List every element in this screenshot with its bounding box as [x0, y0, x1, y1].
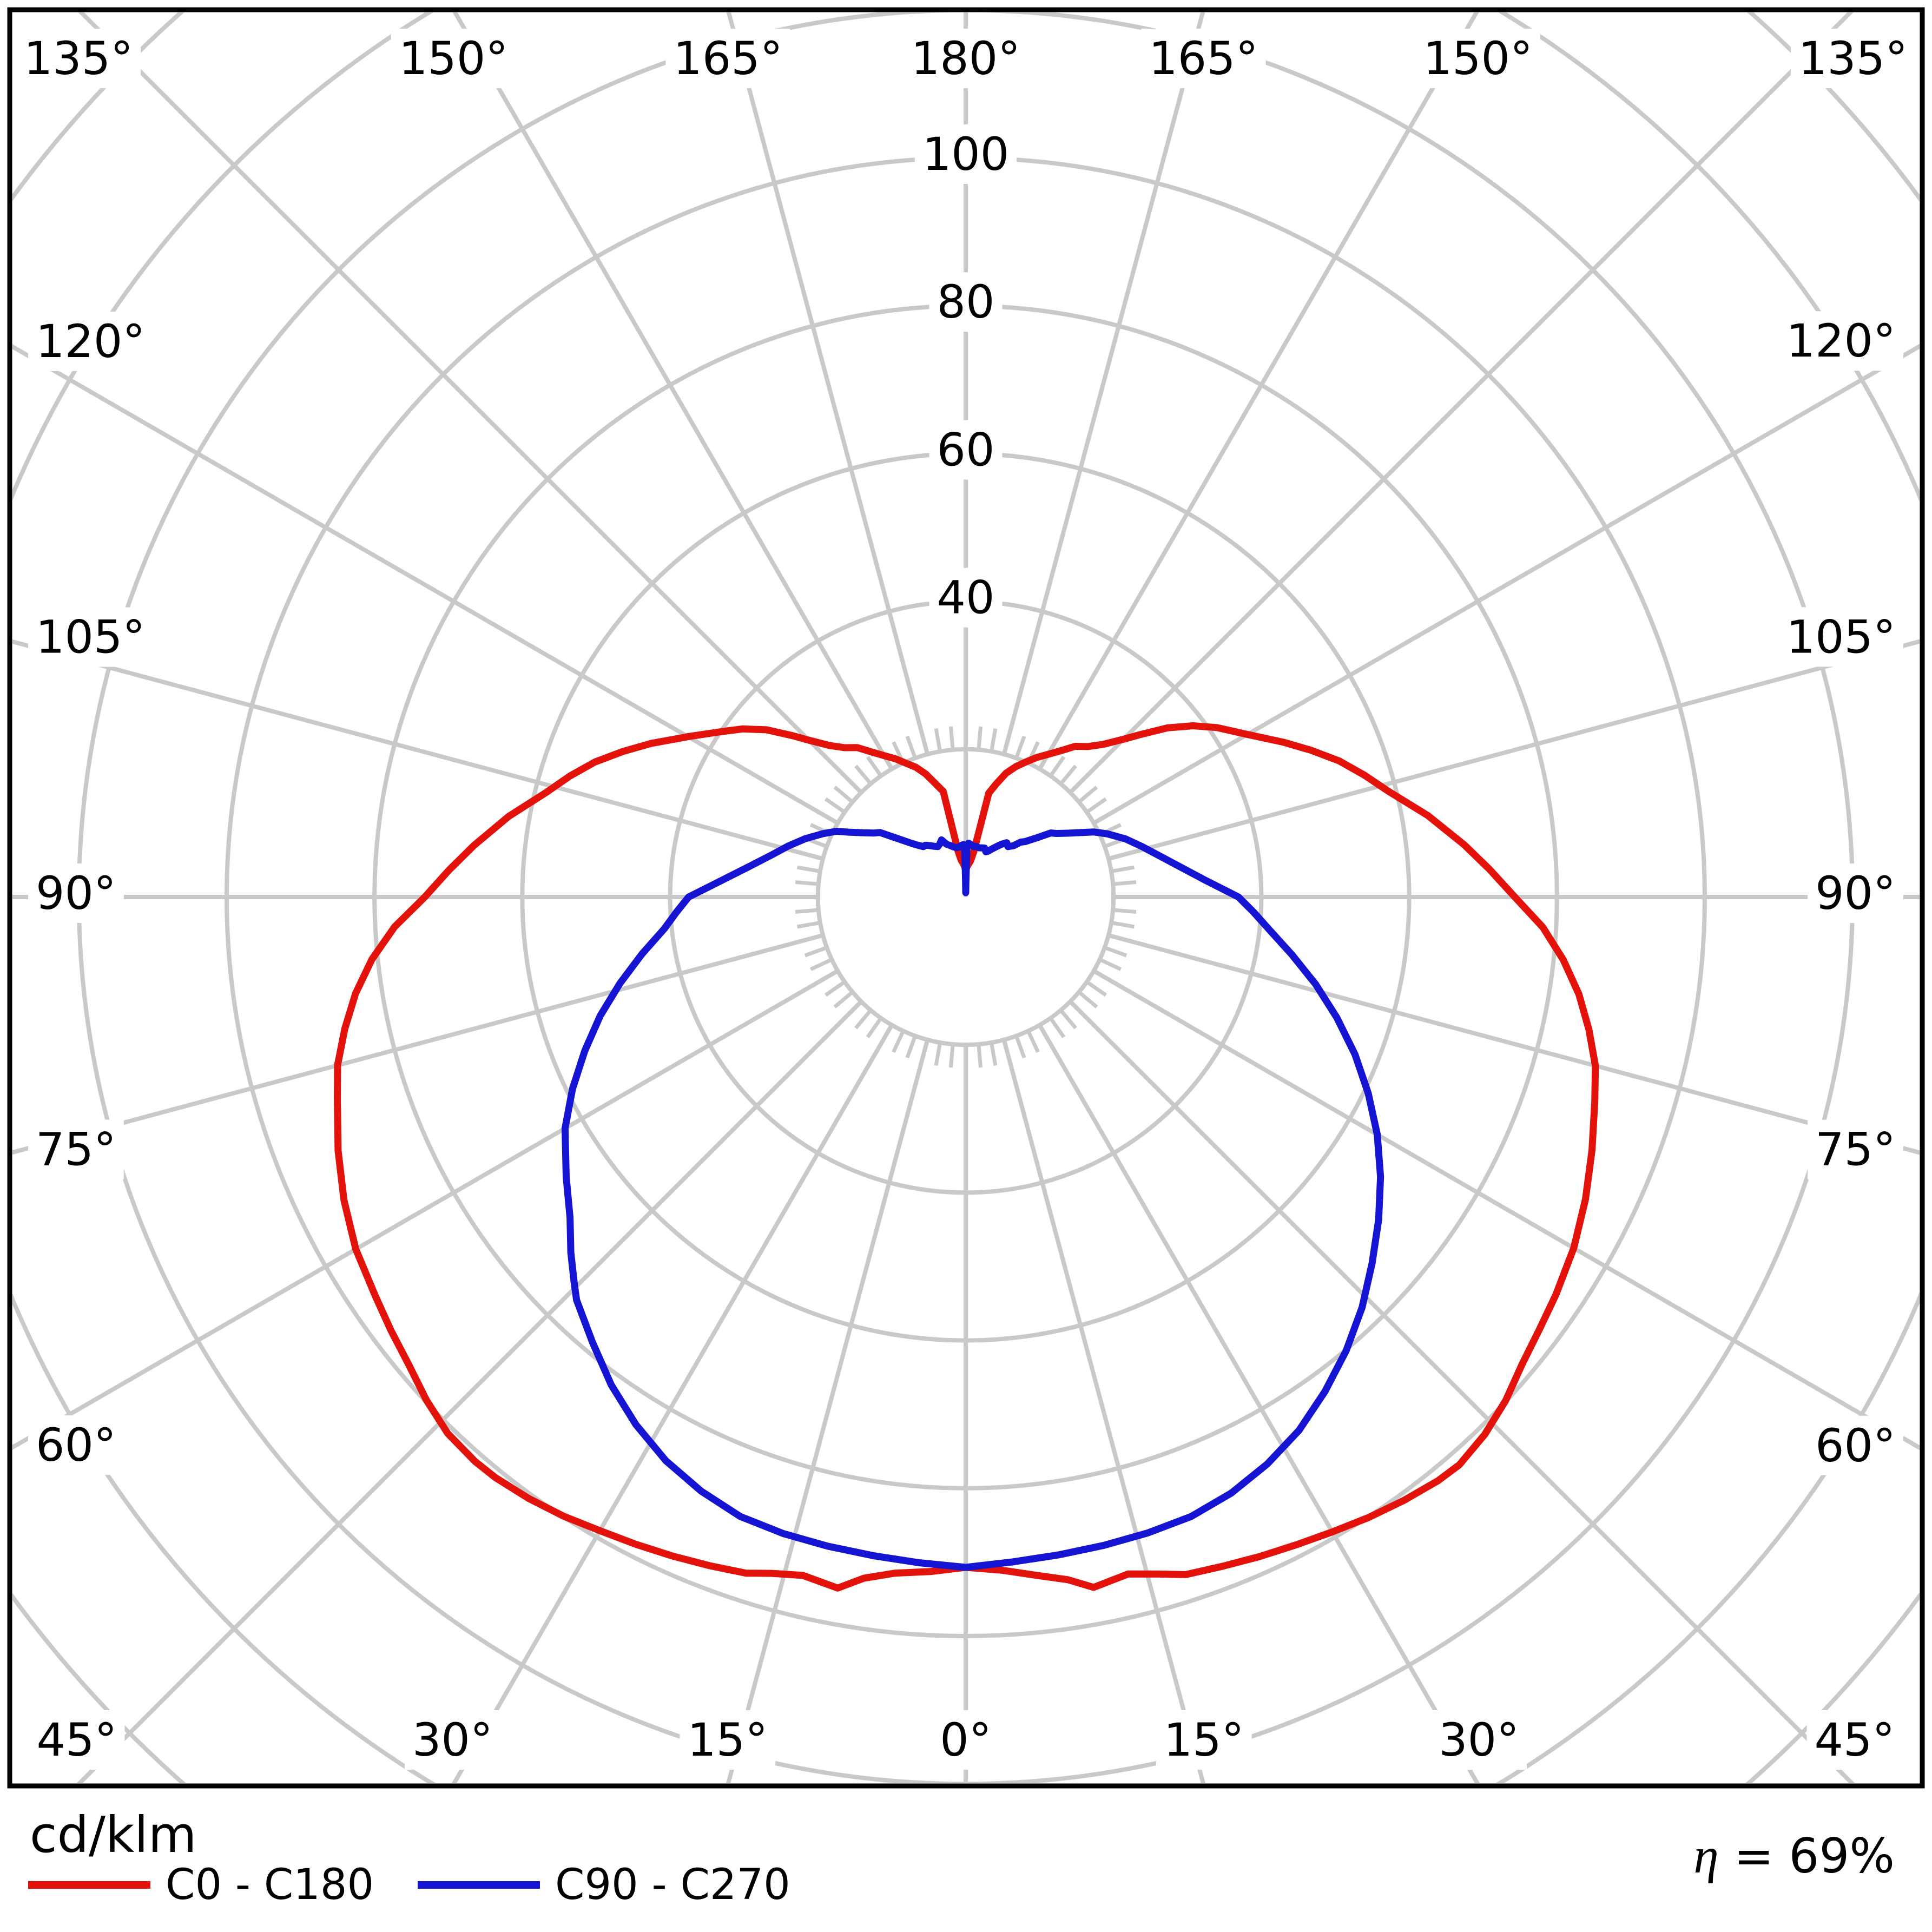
ring-label-80: 80 [937, 275, 995, 328]
eta-value: = 69% [1733, 1828, 1895, 1884]
angle-label-top-180: 180° [911, 32, 1020, 85]
axis-labels: 0° 15° 15° 30° 30° 45° 45° 60° 60° 75° 75° 90° 90° 10… [16, 29, 1916, 1770]
angle-label-left-60: 60° [36, 1419, 116, 1472]
angle-label-left-120: 120° [36, 315, 145, 368]
angle-label-right-60: 60° [1815, 1419, 1896, 1472]
angle-label-left-75: 75° [36, 1123, 116, 1176]
angle-label-top-165: 165° [673, 32, 782, 85]
legend-item-c90-c270: C90 - C270 [418, 1860, 790, 1910]
angle-label-bottom-30: 30° [1439, 1713, 1519, 1766]
angle-label-top-150: 150° [1423, 32, 1533, 85]
angle-label-right-105: 105° [1786, 610, 1896, 663]
angle-label-bottom-0: 0° [940, 1713, 991, 1766]
ring-label-40: 40 [937, 571, 995, 624]
curve-C90-C270 [561, 828, 1384, 1571]
unit-label: cd/klm [30, 1806, 197, 1864]
angle-label-top-135: 135° [24, 32, 133, 85]
angle-label-top-135: 135° [1798, 32, 1908, 85]
angle-label-bottom-45: 45° [37, 1713, 117, 1766]
legend-label-c90-c270: C90 - C270 [555, 1861, 790, 1909]
angle-label-bottom-15: 15° [687, 1713, 768, 1766]
angle-label-top-165: 165° [1149, 32, 1258, 85]
angle-label-right-120: 120° [1786, 314, 1896, 367]
angle-label-right-90: 90° [1815, 867, 1896, 920]
legend-line-blue [418, 1881, 540, 1889]
angle-label-bottom-45: 45° [1815, 1713, 1895, 1766]
angle-label-right-75: 75° [1815, 1123, 1896, 1176]
angle-label-left-90: 90° [36, 867, 116, 920]
legend-label-c0-c180: C0 - C180 [166, 1861, 374, 1909]
angle-label-bottom-15: 15° [1164, 1713, 1244, 1766]
legend-line-red [28, 1881, 150, 1889]
angle-label-bottom-30: 30° [412, 1713, 493, 1766]
ring-label-60: 60 [937, 423, 995, 476]
angle-label-left-105: 105° [36, 611, 145, 664]
eta-symbol: η [1693, 1828, 1719, 1884]
legend-item-c0-c180: C0 - C180 [28, 1860, 374, 1910]
angle-label-top-150: 150° [399, 32, 508, 85]
efficiency-label: η = 69% [1693, 1831, 1895, 1881]
ring-label-100: 100 [922, 128, 1009, 181]
